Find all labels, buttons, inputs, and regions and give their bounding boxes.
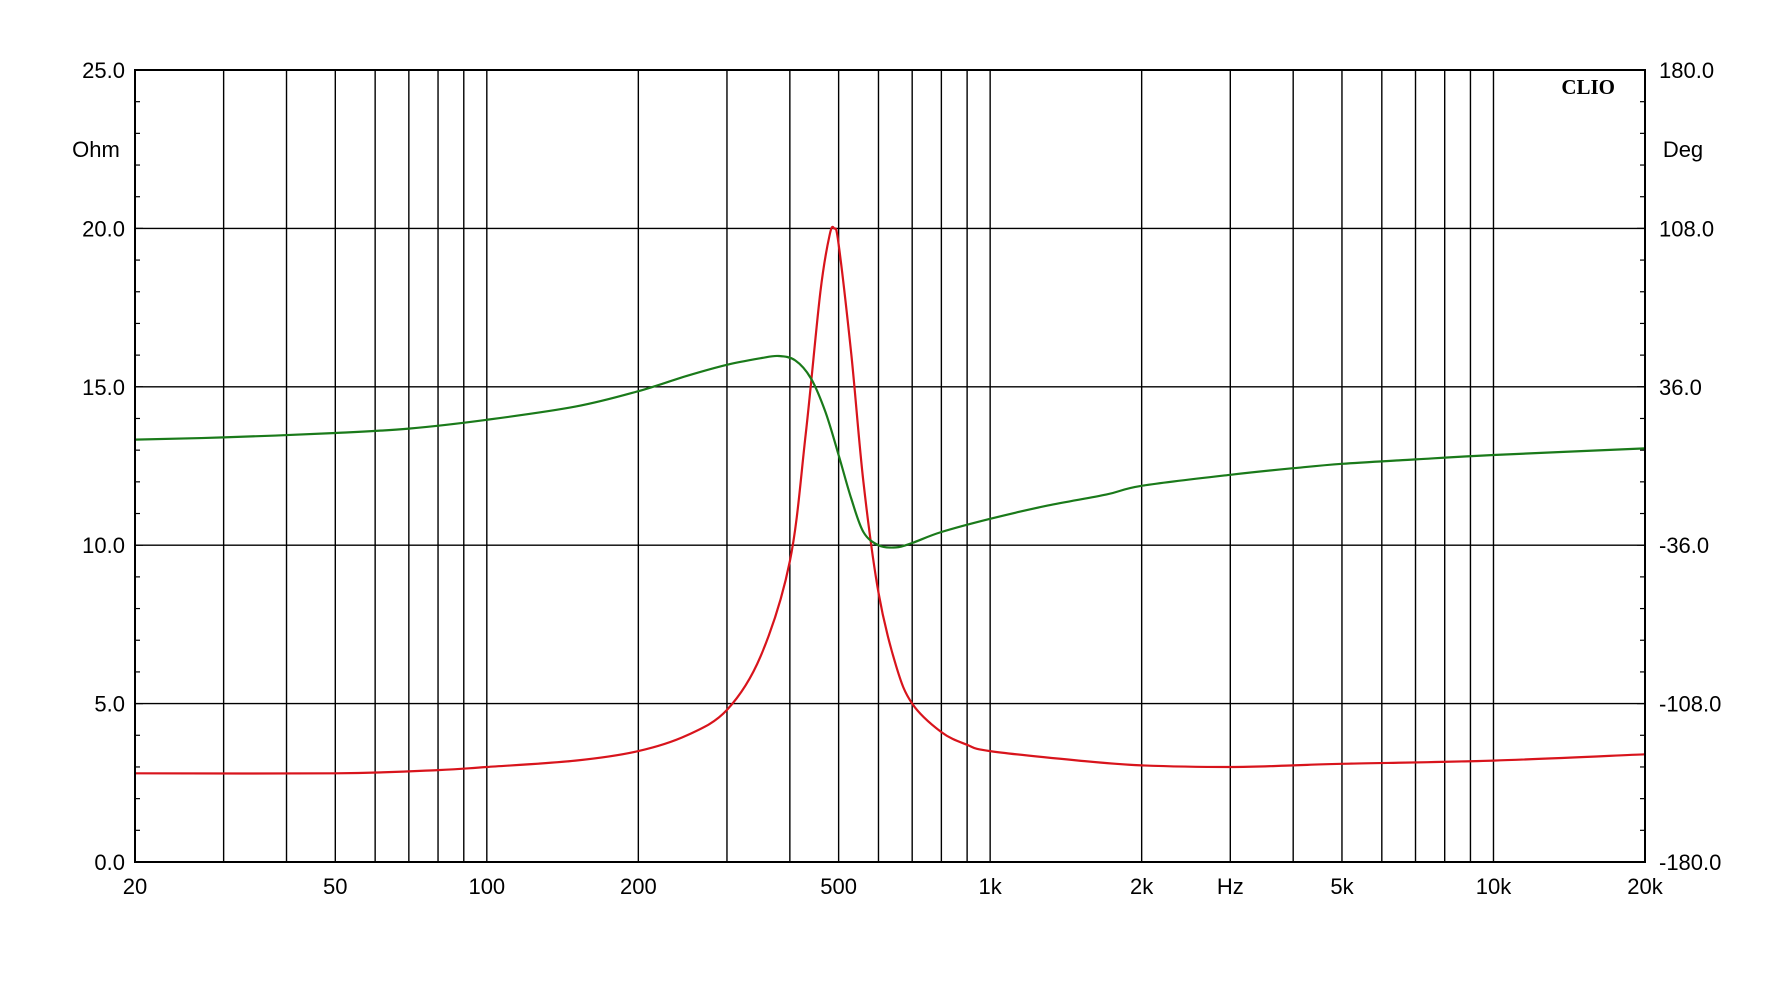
y2-tick-label: -180.0 <box>1659 850 1721 875</box>
y-tick-label: 10.0 <box>82 533 125 558</box>
x-tick-label: 200 <box>620 874 657 899</box>
phase-curve <box>134 354 1646 549</box>
x-tick-label: 50 <box>323 874 347 899</box>
x-tick-label: 10k <box>1476 874 1512 899</box>
y2-tick-label: 180.0 <box>1659 58 1714 83</box>
y-tick-label: 25.0 <box>82 58 125 83</box>
y2-tick-label: -108.0 <box>1659 692 1721 717</box>
x-tick-label: 100 <box>468 874 505 899</box>
y2-tick-label: 36.0 <box>1659 375 1702 400</box>
x-tick-label: 20k <box>1627 874 1663 899</box>
impedance-curve <box>134 225 1646 775</box>
tick-labels: 0.0 5.0 10.0 15.0 20.0 25.0 -180.0 -108.0 -36.0 3… <box>82 58 1721 899</box>
x-tick-label: 1k <box>979 874 1003 899</box>
y2-tick-label: -36.0 <box>1659 533 1709 558</box>
grid <box>135 69 1645 863</box>
x-tick-label: 2k <box>1130 874 1154 899</box>
curves <box>134 225 1646 775</box>
y-tick-label: 0.0 <box>94 850 125 875</box>
y2-tick-label: 108.0 <box>1659 216 1714 241</box>
plot-frame <box>134 69 1646 863</box>
y-tick-label: 20.0 <box>82 216 125 241</box>
y-tick-label: 5.0 <box>94 692 125 717</box>
x-axis-unit-label: Hz <box>1217 874 1244 899</box>
y-tick-label: 15.0 <box>82 375 125 400</box>
x-tick-label: 500 <box>820 874 857 899</box>
x-tick-label: 20 <box>123 874 147 899</box>
right-axis-unit-label: Deg <box>1663 137 1703 162</box>
left-axis-unit-label: Ohm <box>72 137 120 162</box>
clio-watermark: CLIO <box>1561 75 1615 99</box>
x-tick-label: 5k <box>1330 874 1354 899</box>
